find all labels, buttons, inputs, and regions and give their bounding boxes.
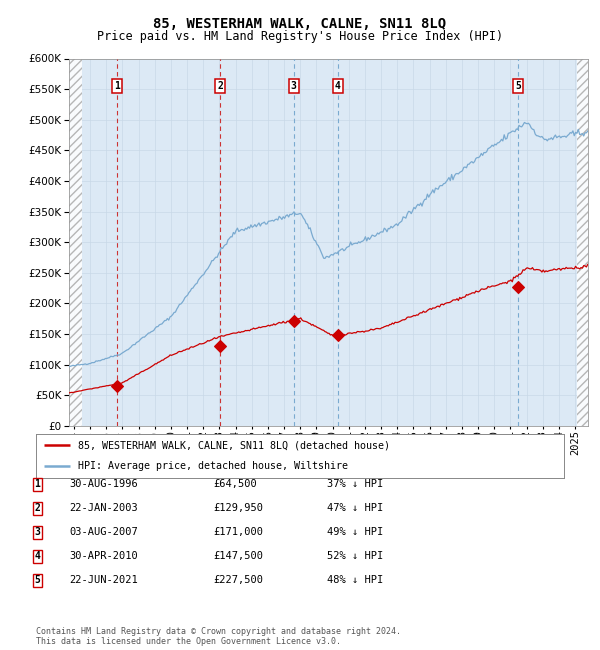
Text: 2: 2 xyxy=(34,503,40,514)
Text: 47% ↓ HPI: 47% ↓ HPI xyxy=(327,503,383,514)
Text: 37% ↓ HPI: 37% ↓ HPI xyxy=(327,479,383,489)
Text: 22-JAN-2003: 22-JAN-2003 xyxy=(69,503,138,514)
Text: Contains HM Land Registry data © Crown copyright and database right 2024.: Contains HM Land Registry data © Crown c… xyxy=(36,627,401,636)
Text: 30-AUG-1996: 30-AUG-1996 xyxy=(69,479,138,489)
Text: 1: 1 xyxy=(34,479,40,489)
Text: HPI: Average price, detached house, Wiltshire: HPI: Average price, detached house, Wilt… xyxy=(78,461,348,471)
Point xyxy=(289,316,298,326)
Bar xyxy=(577,58,588,426)
Text: 85, WESTERHAM WALK, CALNE, SN11 8LQ (detached house): 85, WESTERHAM WALK, CALNE, SN11 8LQ (det… xyxy=(78,441,390,450)
Text: This data is licensed under the Open Government Licence v3.0.: This data is licensed under the Open Gov… xyxy=(36,637,341,646)
Text: £147,500: £147,500 xyxy=(213,551,263,562)
Text: 49% ↓ HPI: 49% ↓ HPI xyxy=(327,527,383,538)
Point xyxy=(333,330,343,341)
Bar xyxy=(69,58,82,426)
Text: 5: 5 xyxy=(34,575,40,586)
Point xyxy=(513,281,523,292)
Point xyxy=(215,341,225,352)
Text: £129,950: £129,950 xyxy=(213,503,263,514)
Text: 1: 1 xyxy=(114,81,120,91)
Point xyxy=(112,381,122,391)
Text: Price paid vs. HM Land Registry's House Price Index (HPI): Price paid vs. HM Land Registry's House … xyxy=(97,30,503,43)
Text: 5: 5 xyxy=(515,81,521,91)
Text: £171,000: £171,000 xyxy=(213,527,263,538)
Text: 03-AUG-2007: 03-AUG-2007 xyxy=(69,527,138,538)
Text: 4: 4 xyxy=(34,551,40,562)
Text: 2: 2 xyxy=(217,81,223,91)
Text: 3: 3 xyxy=(34,527,40,538)
Text: £227,500: £227,500 xyxy=(213,575,263,586)
Text: £64,500: £64,500 xyxy=(213,479,257,489)
Text: 52% ↓ HPI: 52% ↓ HPI xyxy=(327,551,383,562)
Text: 3: 3 xyxy=(290,81,296,91)
Text: 85, WESTERHAM WALK, CALNE, SN11 8LQ: 85, WESTERHAM WALK, CALNE, SN11 8LQ xyxy=(154,17,446,31)
Text: 30-APR-2010: 30-APR-2010 xyxy=(69,551,138,562)
Text: 22-JUN-2021: 22-JUN-2021 xyxy=(69,575,138,586)
Text: 48% ↓ HPI: 48% ↓ HPI xyxy=(327,575,383,586)
Text: 4: 4 xyxy=(335,81,341,91)
